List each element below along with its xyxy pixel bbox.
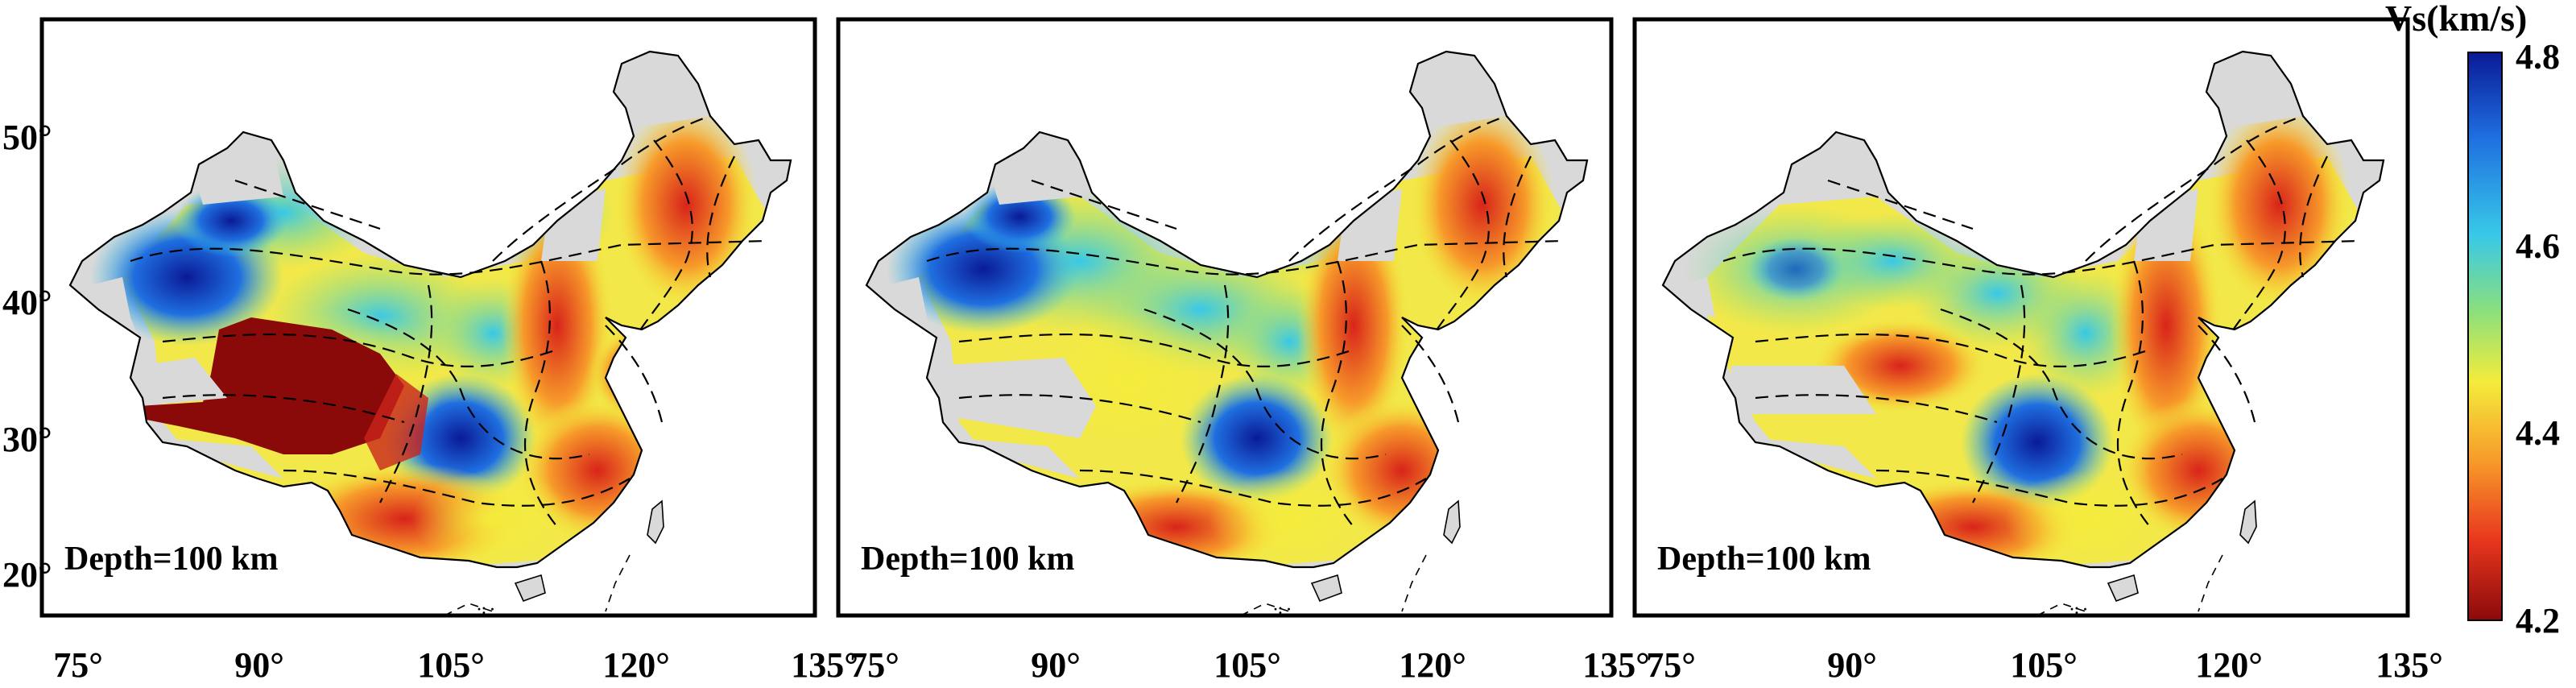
panel-3-taiwan-island: [2239, 499, 2257, 545]
panel-2-depth-label: Depth=100 km: [861, 541, 1074, 578]
lon-tick-75: 75°: [1646, 645, 1696, 685]
panel-1-depth-label: Depth=100 km: [64, 541, 278, 578]
panel-1-hainan-island: [514, 574, 546, 603]
colorbar-tick-4.8: 4.8: [2516, 37, 2560, 77]
panel-3-frame: [1632, 17, 2410, 618]
lon-tick-105: 105°: [1214, 645, 1281, 685]
colorbar-ticks: 4.8 4.6 4.4 4.2: [2516, 37, 2560, 640]
svg-text:·: ·: ·: ·: [2069, 601, 2088, 617]
lon-tick-90: 90°: [234, 645, 284, 685]
map-panel-2: ·: · Depth=100 km: [836, 17, 1614, 618]
panel-2-tectonic-boundaries: [926, 114, 1564, 528]
panel-2-hainan-island: [1310, 574, 1342, 603]
lon-tick-105: 105°: [2010, 645, 2078, 685]
panel-3-tectonic-boundaries: [1722, 114, 2360, 528]
panel-1-velocity-field: [90, 52, 767, 567]
panel-3-depth-label: Depth=100 km: [1657, 541, 1871, 578]
panel-3-south-china-sea-islands: [2036, 554, 2223, 616]
map-panel-1: ·: · Depth=100 km: [39, 17, 817, 618]
lat-tick-20: 20°: [2, 555, 52, 595]
lon-tick-120: 120°: [602, 645, 670, 685]
lon-tick-90: 90°: [1031, 645, 1081, 685]
lon-tick-135: 135°: [791, 645, 858, 685]
longitude-axis-panel-3: 75° 90° 105° 120° 135°: [1646, 645, 2443, 685]
lon-tick-120: 120°: [1399, 645, 1466, 685]
colorbar-tick-4.4: 4.4: [2516, 413, 2560, 453]
lon-tick-120: 120°: [2195, 645, 2263, 685]
panel-2-taiwan-island: [1443, 499, 1461, 545]
panel-3-hainan-island: [2107, 574, 2139, 603]
panel-1-south-china-sea-islands: [444, 554, 631, 616]
lon-tick-135: 135°: [2375, 645, 2443, 685]
lon-tick-90: 90°: [1827, 645, 1877, 685]
lon-tick-75: 75°: [850, 645, 899, 685]
colorbar: Vs(km/s) 4.8 4.6 4.4 4.2: [2385, 0, 2560, 640]
lat-tick-30: 30°: [2, 420, 52, 459]
svg-text:·: ·: ·: ·: [1273, 601, 1292, 617]
lon-tick-105: 105°: [417, 645, 485, 685]
panel-2-frame: [836, 17, 1614, 618]
colorbar-tick-4.6: 4.6: [2516, 226, 2560, 266]
panel-1-tectonic-boundaries: [130, 114, 767, 528]
longitude-axis-panel-1: 75° 90° 105° 120° 135°: [53, 645, 858, 685]
panel-1-taiwan-island: [647, 499, 664, 545]
lon-tick-75: 75°: [53, 645, 103, 685]
panel-2-south-china-sea-islands: [1240, 554, 1427, 616]
map-panel-3: ·: · Depth=100 km: [1632, 17, 2410, 618]
colorbar-tick-4.2: 4.2: [2516, 601, 2560, 640]
panel-1-frame: [39, 17, 817, 618]
latitude-axis: 50° 40° 30° 20°: [2, 118, 52, 595]
lon-tick-135: 135°: [1582, 645, 1650, 685]
colorbar-title: Vs(km/s): [2385, 0, 2527, 39]
svg-text:·: ·: ·: ·: [477, 601, 495, 617]
longitude-axis-panel-2: 75° 90° 105° 120° 135°: [850, 645, 1650, 685]
lat-tick-50: 50°: [2, 118, 52, 157]
colorbar-gradient: [2467, 52, 2503, 621]
lat-tick-40: 40°: [2, 283, 52, 322]
